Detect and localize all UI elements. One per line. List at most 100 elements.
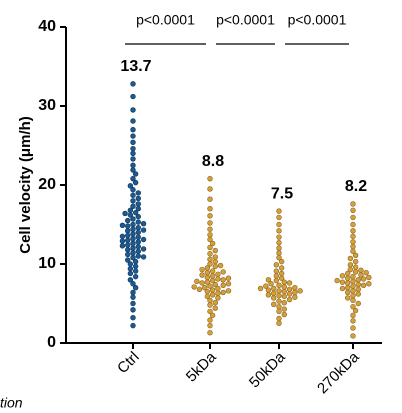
- data-point: [209, 268, 216, 274]
- data-point: [273, 273, 280, 279]
- mean-label: 8.2: [345, 178, 367, 195]
- data-point: [212, 281, 218, 288]
- data-point: [130, 240, 136, 247]
- data-point: [127, 183, 134, 189]
- data-point: [125, 242, 131, 248]
- data-point: [281, 288, 287, 295]
- data-point: [286, 280, 293, 286]
- y-tick-label: 0: [47, 334, 56, 351]
- x-tick-label: 50kDa: [246, 348, 289, 391]
- data-point: [212, 300, 218, 306]
- data-point: [127, 207, 134, 213]
- x-tick-label: Ctrl: [114, 349, 143, 378]
- data-point: [125, 237, 131, 244]
- data-point: [366, 274, 372, 281]
- data-point: [130, 175, 136, 182]
- data-point: [265, 277, 272, 283]
- data-point: [127, 277, 134, 283]
- data-point: [194, 278, 200, 285]
- data-point: [135, 253, 141, 259]
- data-point: [127, 270, 134, 277]
- data-point: [225, 281, 232, 287]
- data-point: [135, 248, 141, 255]
- data-point: [347, 262, 354, 268]
- data-point: [130, 315, 136, 321]
- data-point: [130, 192, 136, 198]
- data-point: [122, 210, 128, 217]
- data-point: [132, 179, 139, 186]
- data-point: [130, 236, 136, 242]
- data-point: [132, 263, 139, 270]
- data-point: [350, 333, 356, 339]
- data-point: [130, 126, 136, 133]
- data-point: [130, 133, 136, 139]
- data-point: [276, 250, 282, 256]
- data-point: [276, 282, 282, 289]
- data-point: [276, 308, 282, 315]
- data-point: [281, 311, 287, 318]
- data-point: [125, 247, 131, 253]
- data-point: [363, 269, 369, 276]
- y-tick-label: 20: [38, 176, 56, 193]
- data-point: [207, 283, 213, 289]
- data-point: [360, 282, 367, 289]
- data-point: [130, 281, 136, 287]
- data-point: [127, 212, 134, 218]
- data-point: [130, 118, 136, 124]
- data-point: [207, 236, 213, 243]
- data-point: [204, 293, 211, 300]
- data-point: [352, 258, 359, 265]
- data-point: [220, 269, 226, 275]
- data-point: [204, 288, 211, 295]
- x-tick-label: 5kDa: [183, 348, 220, 385]
- data-point: [347, 266, 354, 273]
- data-point: [276, 221, 282, 228]
- data-point: [271, 290, 277, 296]
- data-point: [130, 187, 136, 193]
- data-point: [350, 303, 356, 310]
- data-point: [130, 221, 136, 228]
- data-point: [130, 254, 136, 261]
- data-point: [207, 186, 213, 192]
- data-point: [125, 217, 131, 224]
- data-point: [204, 274, 211, 281]
- data-point: [297, 288, 303, 294]
- data-point: [350, 214, 356, 221]
- data-point: [207, 220, 213, 226]
- data-point: [225, 275, 232, 281]
- data-point: [278, 258, 285, 265]
- data-point: [125, 228, 131, 234]
- data-point: [350, 297, 356, 304]
- data-point: [130, 231, 136, 237]
- data-point: [345, 289, 351, 296]
- data-point: [119, 238, 126, 244]
- data-point: [130, 81, 136, 87]
- data-point: [276, 298, 282, 304]
- data-point: [127, 261, 134, 267]
- data-point: [273, 277, 280, 284]
- data-point: [119, 243, 126, 249]
- data-point: [345, 295, 351, 301]
- data-point: [276, 292, 282, 299]
- x-tick-label: 270kDa: [314, 348, 363, 397]
- data-point: [130, 226, 136, 232]
- data-point: [207, 322, 213, 329]
- data-point: [286, 296, 293, 303]
- data-point: [209, 273, 216, 279]
- data-point: [278, 270, 285, 277]
- data-point: [347, 255, 354, 262]
- data-point: [355, 277, 361, 283]
- data-point: [140, 254, 147, 260]
- data-point: [350, 312, 356, 319]
- data-point: [130, 107, 136, 113]
- data-point: [268, 281, 274, 287]
- data-point: [355, 291, 361, 297]
- data-point: [350, 201, 356, 207]
- y-axis-label: Cell velocity (μm/h): [17, 116, 34, 254]
- data-point: [292, 289, 298, 296]
- data-point: [350, 233, 356, 240]
- data-point: [135, 229, 141, 236]
- data-point: [127, 266, 134, 272]
- data-point: [135, 243, 141, 250]
